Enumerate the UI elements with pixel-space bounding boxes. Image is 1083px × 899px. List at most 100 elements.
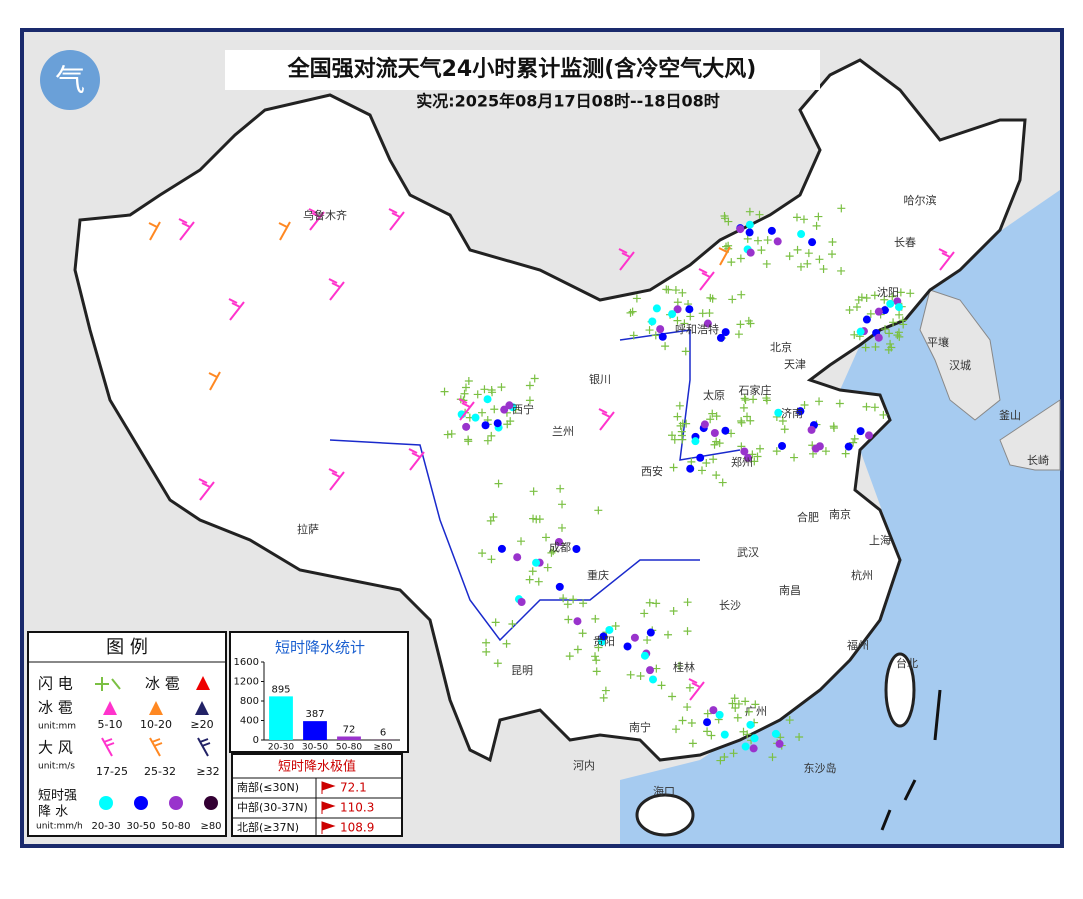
rain-dot bbox=[768, 227, 776, 235]
title: 全国强对流天气24小时累计监测(含冷空气大风) bbox=[287, 56, 757, 82]
rain-dot bbox=[462, 423, 470, 431]
city-label: 昆明 bbox=[511, 664, 533, 677]
city-label: 哈尔滨 bbox=[904, 193, 937, 207]
legend-text: 30-50 bbox=[126, 821, 155, 832]
city-label: 郑州 bbox=[731, 455, 753, 469]
city-label: 台北 bbox=[896, 656, 918, 670]
rain-dot bbox=[808, 426, 816, 434]
legend-text: 短时强 bbox=[38, 789, 77, 804]
rain-dot bbox=[772, 730, 780, 738]
x-tick-label: 50-80 bbox=[336, 743, 362, 753]
rain-dot bbox=[721, 731, 729, 739]
rain-dot bbox=[774, 237, 782, 245]
city-label: 重庆 bbox=[587, 568, 609, 582]
city-label: 成都 bbox=[549, 541, 571, 554]
subtitle: 实况:2025年08月17日08时--18日08时 bbox=[416, 92, 720, 111]
value-label: 72 bbox=[343, 724, 356, 735]
rain-dot bbox=[746, 221, 754, 229]
city-label: 太原 bbox=[703, 389, 725, 402]
legend-text: 降 水 bbox=[38, 805, 68, 820]
rain-dot bbox=[649, 675, 657, 683]
rain-dot bbox=[701, 420, 709, 428]
city-label: 兰州 bbox=[552, 425, 574, 438]
logo-mark: 气 bbox=[55, 64, 85, 99]
hainan bbox=[637, 795, 693, 835]
rain-dot bbox=[572, 545, 580, 553]
rain-dot bbox=[736, 225, 744, 233]
max-value: 110.3 bbox=[340, 801, 374, 815]
bar bbox=[337, 736, 361, 740]
legend-text: 20-30 bbox=[91, 821, 120, 832]
city-label: 河内 bbox=[573, 758, 595, 772]
rain-dot bbox=[721, 427, 729, 435]
y-tick-label: 1200 bbox=[234, 677, 259, 688]
rain-dot bbox=[624, 642, 632, 650]
legend-text: unit:m/s bbox=[38, 762, 75, 772]
city-label: 东沙岛 bbox=[804, 761, 837, 775]
city-label: 釜山 bbox=[999, 408, 1021, 422]
rain-dot bbox=[886, 300, 894, 308]
table-title: 短时降水极值 bbox=[278, 759, 356, 775]
rain-dot bbox=[722, 328, 730, 336]
city-label: 上海 bbox=[869, 533, 891, 547]
rain-dot bbox=[797, 230, 805, 238]
city-label: 西宁 bbox=[512, 402, 534, 416]
rain-dot bbox=[742, 743, 750, 751]
x-tick-label: 20-30 bbox=[268, 743, 294, 753]
y-tick-label: 800 bbox=[240, 696, 259, 707]
city-label: 沈阳 bbox=[877, 285, 899, 299]
rain-dot bbox=[641, 652, 649, 660]
city-label: 贵阳 bbox=[593, 635, 615, 648]
rain-dot bbox=[746, 228, 754, 236]
legend-text: 冰 雹 bbox=[38, 699, 73, 717]
city-label: 南京 bbox=[829, 507, 851, 521]
legend-text: ≥32 bbox=[196, 765, 219, 778]
rain-dot bbox=[750, 744, 758, 752]
rain-dot bbox=[685, 305, 693, 313]
rain-dot bbox=[857, 427, 865, 435]
y-tick-label: 0 bbox=[253, 735, 259, 746]
rain-dot bbox=[498, 545, 506, 553]
rain-dot bbox=[668, 310, 676, 318]
city-label: 南宁 bbox=[629, 720, 651, 734]
rain-level-icon bbox=[134, 796, 148, 810]
city-label: 福州 bbox=[847, 638, 869, 652]
rain-dot bbox=[857, 328, 865, 336]
city-label: 合肥 bbox=[797, 510, 819, 524]
rain-dot bbox=[778, 442, 786, 450]
rain-level-icon bbox=[169, 796, 183, 810]
rain-dot bbox=[471, 414, 479, 422]
value-label: 387 bbox=[305, 709, 324, 720]
legend-text: 50-80 bbox=[161, 821, 190, 832]
rain-dot bbox=[895, 303, 903, 311]
region: 北部(≥37N) bbox=[237, 820, 299, 834]
rain-dot bbox=[865, 431, 873, 439]
legend-text: 10-20 bbox=[140, 718, 172, 731]
rain-dot bbox=[653, 304, 661, 312]
city-label: 拉萨 bbox=[297, 522, 319, 536]
rain-dot bbox=[646, 666, 654, 674]
rain-dot bbox=[648, 317, 656, 325]
rain-dot bbox=[647, 629, 655, 637]
rain-dot bbox=[696, 454, 704, 462]
bar-chart: 短时降水统计04008001200160089520-3038730-50725… bbox=[230, 632, 408, 753]
rain-dot bbox=[494, 419, 502, 427]
region: 中部(30-37N) bbox=[237, 800, 308, 814]
city-label: 西安 bbox=[641, 464, 663, 478]
rain-dot bbox=[518, 598, 526, 606]
legend-text: ≥80 bbox=[200, 821, 221, 832]
legend-text: unit:mm/h bbox=[36, 822, 83, 832]
rain-dot bbox=[691, 437, 699, 445]
rain-dot bbox=[711, 429, 719, 437]
rain-dot bbox=[776, 740, 784, 748]
city-label: 武汉 bbox=[737, 546, 759, 559]
city-label: 海口 bbox=[653, 784, 675, 798]
rain-dot bbox=[746, 721, 754, 729]
rain-dot bbox=[812, 445, 820, 453]
bar bbox=[303, 721, 327, 740]
legend-text: 25-32 bbox=[144, 765, 176, 778]
rain-dot bbox=[845, 443, 853, 451]
rain-dot bbox=[532, 559, 540, 567]
legend-text: 图 例 bbox=[106, 637, 148, 658]
